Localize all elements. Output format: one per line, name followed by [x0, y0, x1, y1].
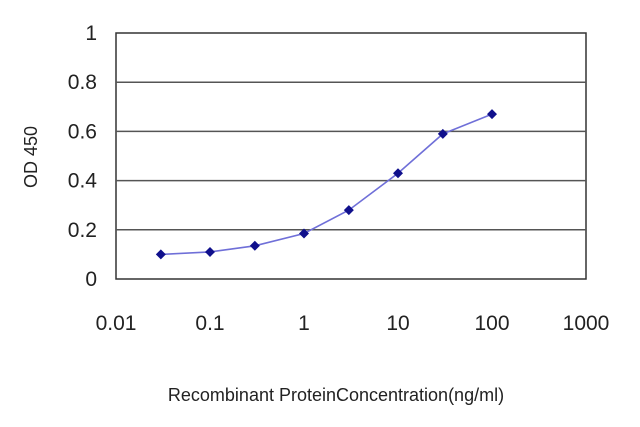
grid-lines: [116, 81, 586, 231]
data-point: [393, 168, 403, 179]
y-tick-label: 0.8: [68, 71, 97, 94]
y-tick-label: 1: [85, 22, 97, 45]
data-point: [299, 228, 309, 239]
data-point: [249, 240, 260, 251]
x-tick-label: 100: [474, 312, 509, 335]
x-tick-label: 0.01: [96, 312, 137, 335]
data-point: [155, 249, 166, 260]
y-axis-title: OD 450: [21, 126, 41, 188]
y-tick-label: 0: [85, 268, 97, 291]
data-point: [205, 246, 215, 257]
y-tick-label: 0.2: [68, 219, 97, 242]
series-line: [160, 113, 493, 256]
data-point: [487, 109, 497, 120]
plot-area: [115, 32, 587, 280]
x-tick-labels: 0.01 0.1 1 10 100 1000: [96, 312, 610, 335]
x-axis-title: Recombinant ProteinConcentration(ng/ml): [168, 385, 504, 405]
x-tick-label: 1000: [563, 312, 610, 335]
y-tick-label: 0.6: [68, 120, 97, 143]
data-point: [437, 128, 448, 139]
data-point: [343, 205, 354, 216]
x-tick-label: 1: [298, 312, 310, 335]
data-series: [155, 109, 497, 260]
x-tick-label: 0.1: [195, 312, 224, 335]
y-tick-labels: 0 0.2 0.4 0.6 0.8 1: [68, 22, 98, 291]
x-tick-label: 10: [386, 312, 409, 335]
y-tick-label: 0.4: [68, 170, 98, 193]
